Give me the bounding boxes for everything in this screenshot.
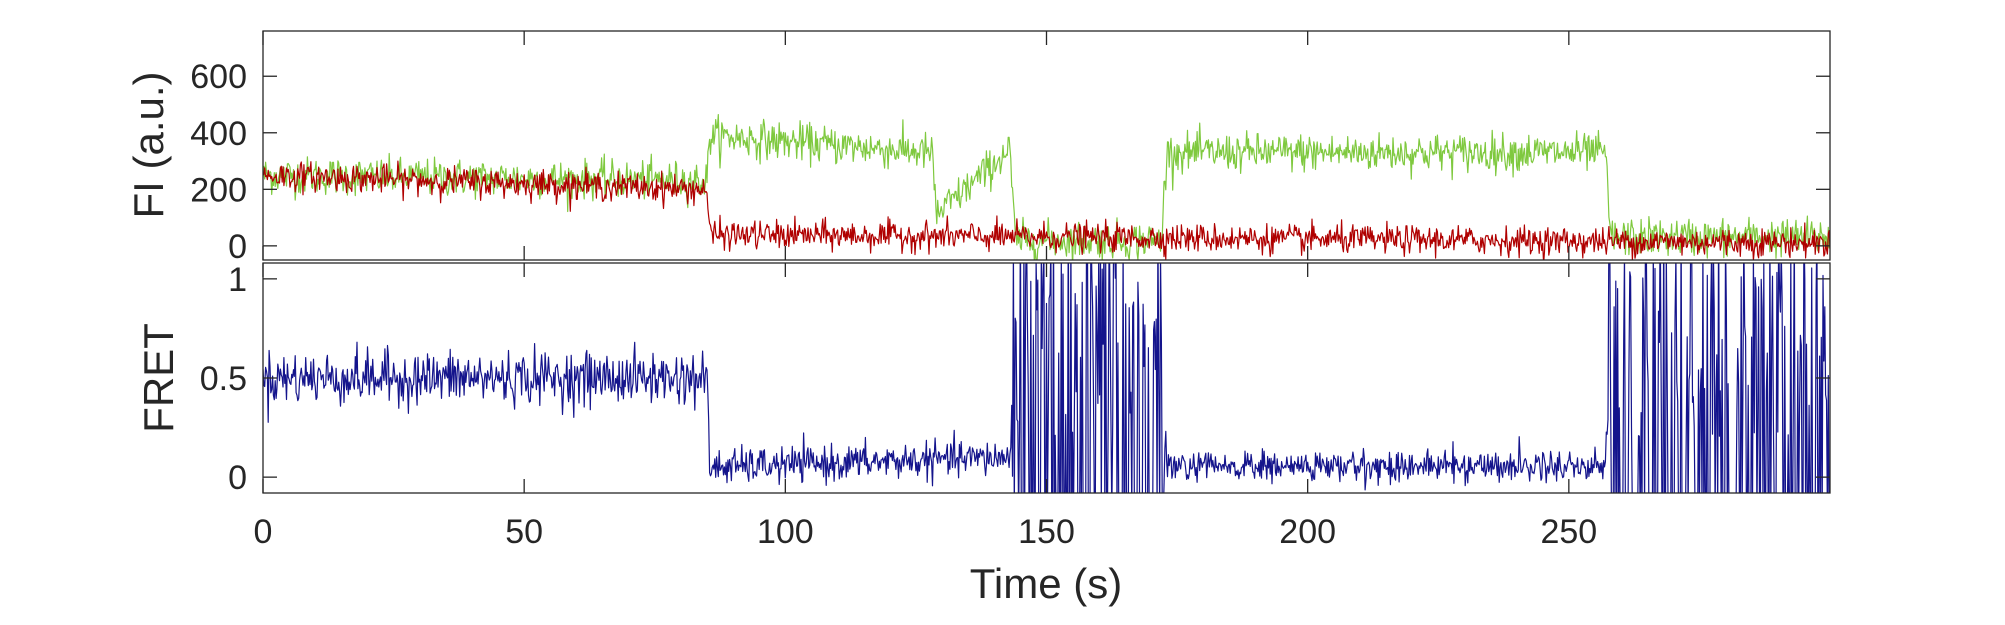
- fluorescence-y-tick-label: 600: [190, 58, 247, 96]
- fret-efficiency-line: [263, 263, 1830, 493]
- fluorescence-y-tick-label: 400: [190, 115, 247, 153]
- time-x-tick-label: 100: [757, 513, 814, 551]
- time-x-tick-label: 150: [1018, 513, 1075, 551]
- fret-y-axis-title: FRET: [135, 323, 182, 433]
- time-x-tick-label: 50: [505, 513, 543, 551]
- fret-y-tick-label: 0.5: [200, 360, 247, 398]
- fret-panel: 00.51 0 50 100 150 200 250 FRET Time (s): [135, 31, 1831, 607]
- fluorescence-y-tick-label: 200: [190, 171, 247, 209]
- fluorescence-panel: 0 200 400 600 FI (a.u.): [125, 30, 1831, 266]
- time-x-tick-label: 200: [1279, 513, 1336, 551]
- fluorescence-y-ticks: 0 200 400 600: [190, 58, 1830, 266]
- fret-y-ticks: 00.51: [200, 261, 1830, 497]
- fret-y-tick-label: 0: [228, 459, 247, 497]
- time-x-axis-title: Time (s): [970, 560, 1122, 607]
- fluorescence-y-axis-title: FI (a.u.): [125, 71, 172, 218]
- time-x-tick-label: 0: [254, 513, 273, 551]
- fluorescence-y-tick-label: 0: [228, 228, 247, 266]
- time-x-ticks: 0 50 100 150 200 250: [254, 31, 1597, 551]
- time-x-tick-label: 250: [1540, 513, 1597, 551]
- fret-y-tick-label: 1: [228, 261, 247, 299]
